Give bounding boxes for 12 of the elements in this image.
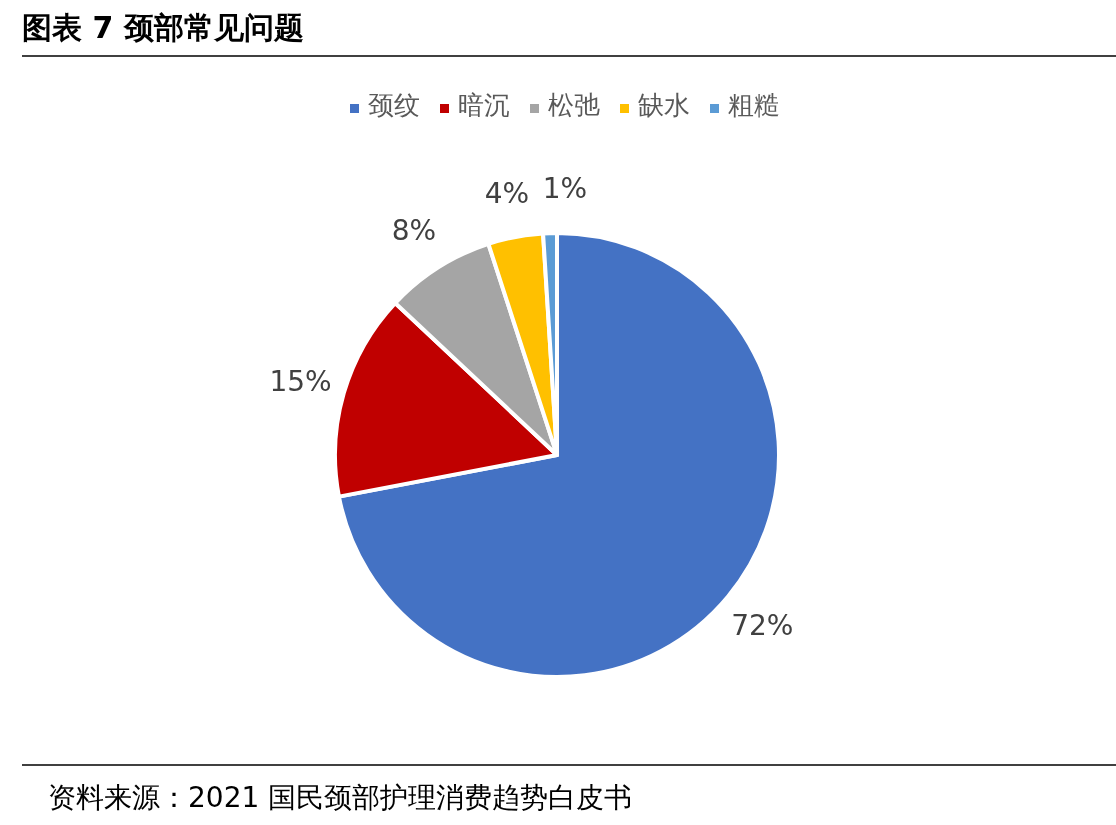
data-label: 8% [391,213,437,247]
legend-label: 松弛 [548,90,600,120]
legend-label: 颈纹 [368,90,420,120]
legend-label: 缺水 [638,90,690,120]
data-label: 15% [269,364,332,398]
text: 资料来源：2021 国民颈部护理消费趋势白皮书 [48,781,633,814]
legend-label: 粗糙 [728,90,780,120]
data-label: 72% [731,608,794,642]
data-label: 1% [542,172,588,206]
legend-label: 暗沉 [458,90,510,120]
chart-title: 图表 7 颈部常见问题 [22,10,304,45]
data-label: 4% [484,176,530,210]
